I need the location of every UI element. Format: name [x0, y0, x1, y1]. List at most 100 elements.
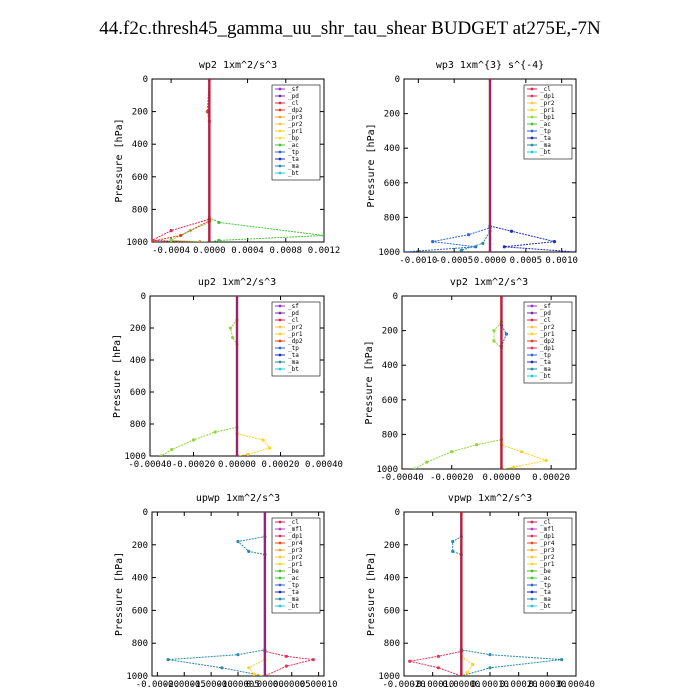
figure-title: 44.f2c.thresh45_gamma_uu_shr_tau_shear B…	[99, 18, 601, 39]
y-tick-label: 0	[141, 292, 146, 302]
plot-frame	[151, 78, 325, 243]
legend-label: _dp1	[540, 93, 555, 100]
y-axis-label: Pressure [hPa]	[364, 340, 375, 424]
legend-label: _bt	[288, 603, 299, 610]
legend-label: _tp	[288, 582, 299, 589]
data-point	[236, 539, 240, 544]
y-tick-label: 800	[132, 639, 148, 649]
data-point	[169, 228, 173, 233]
y-tick-label: 600	[132, 606, 148, 616]
legend-marker	[530, 311, 534, 315]
legend-label: _pr1	[540, 561, 555, 568]
legend-label: _sf	[540, 303, 551, 310]
legend-label: _ta	[288, 156, 299, 163]
plot-frame	[401, 295, 577, 470]
series-group	[412, 296, 549, 469]
legend-box	[271, 517, 321, 614]
data-point	[169, 238, 173, 242]
y-tick-label: 0	[395, 75, 400, 85]
legend-label: _pr3	[288, 114, 303, 121]
legend-label: _ac	[288, 575, 299, 582]
series-line	[414, 296, 502, 469]
legend-label: _ma	[540, 366, 551, 373]
legend-label: _pr2	[540, 554, 555, 561]
data-point	[152, 239, 154, 242]
data-point	[552, 240, 557, 244]
data-point	[544, 458, 548, 462]
legend-marker	[530, 534, 534, 538]
y-axis-label: Pressure [hPa]	[114, 552, 125, 636]
series-line	[236, 296, 271, 456]
series-line	[169, 79, 210, 242]
data-point	[246, 452, 250, 456]
legend-marker	[530, 583, 534, 587]
legend-box	[271, 84, 321, 181]
data-point	[311, 658, 315, 662]
legend-label: _cl	[540, 317, 551, 324]
legend-marker	[530, 129, 534, 133]
x-tick-label: -0.0010	[399, 256, 437, 266]
legend-label: _dp1	[540, 345, 555, 352]
x-tick-label: -0.00020	[136, 680, 179, 690]
legend-marker	[530, 87, 534, 91]
y-tick-label: 0	[143, 75, 148, 85]
panel-4: vp2 1xm^2/s^3 Pressure [hPa] 0 200 400 600 800…	[364, 277, 577, 483]
legend-label: _dp1	[540, 533, 555, 540]
legend-label: _ta	[288, 589, 299, 596]
legend-label: _mfl	[288, 526, 303, 533]
x-tick-label: -0.00020	[430, 473, 473, 483]
legend-marker	[278, 339, 282, 343]
data-point	[471, 662, 475, 667]
legend-marker	[530, 576, 534, 580]
series-group	[152, 79, 324, 242]
legend-marker	[530, 562, 534, 566]
legend-label: _pr1	[288, 561, 303, 568]
data-point	[492, 329, 496, 333]
data-point	[268, 446, 272, 450]
y-tick-label: 800	[130, 420, 146, 430]
legend-marker	[530, 143, 534, 147]
legend-marker	[530, 339, 534, 343]
legend-marker	[530, 548, 534, 552]
legend-marker	[278, 590, 282, 594]
panel-title: vpwp 1xm^2/s^3	[448, 493, 532, 504]
data-point	[220, 666, 224, 670]
legend-label: _cl	[288, 519, 299, 526]
legend-marker	[530, 136, 534, 140]
y-tick-label: 0	[395, 508, 400, 518]
legend-label: _ac	[540, 575, 551, 582]
legend-marker	[530, 94, 534, 98]
legend-marker	[278, 129, 282, 133]
legend-marker	[530, 597, 534, 601]
legend-marker	[278, 569, 282, 573]
legend-marker	[530, 520, 534, 524]
legend-label: _ac	[288, 142, 299, 149]
legend-label: _ta	[288, 352, 299, 359]
x-tick-label: 0.00010	[300, 680, 338, 690]
legend-marker	[278, 555, 282, 559]
legend-marker	[530, 527, 534, 531]
series-group	[166, 512, 315, 676]
legend-label: _be	[288, 568, 299, 575]
legend-marker	[278, 115, 282, 119]
data-point	[512, 465, 516, 469]
x-tick-label: 0.00020	[500, 680, 538, 690]
data-point	[159, 454, 163, 456]
data-point	[465, 671, 469, 675]
legend-label: _bt	[540, 149, 551, 156]
data-point	[504, 332, 508, 336]
legend-label: _pr2	[540, 324, 555, 331]
legend-marker	[530, 374, 534, 378]
data-point	[560, 658, 564, 662]
panel-1: wp2 1xm^2/s^3 Pressure [hPa] 0 200 400 600 800…	[114, 60, 340, 256]
data-point	[179, 233, 183, 238]
series-line	[452, 512, 562, 676]
legend-marker	[278, 597, 282, 601]
legend-box	[523, 517, 573, 614]
panel-title: vp2 1xm^2/s^3	[450, 277, 528, 288]
series-group	[404, 79, 576, 252]
x-tick-label: 0.0012	[308, 246, 341, 256]
y-tick-label: 1000	[124, 452, 146, 462]
data-point	[436, 654, 440, 658]
legend-label: _pr1	[540, 107, 555, 114]
